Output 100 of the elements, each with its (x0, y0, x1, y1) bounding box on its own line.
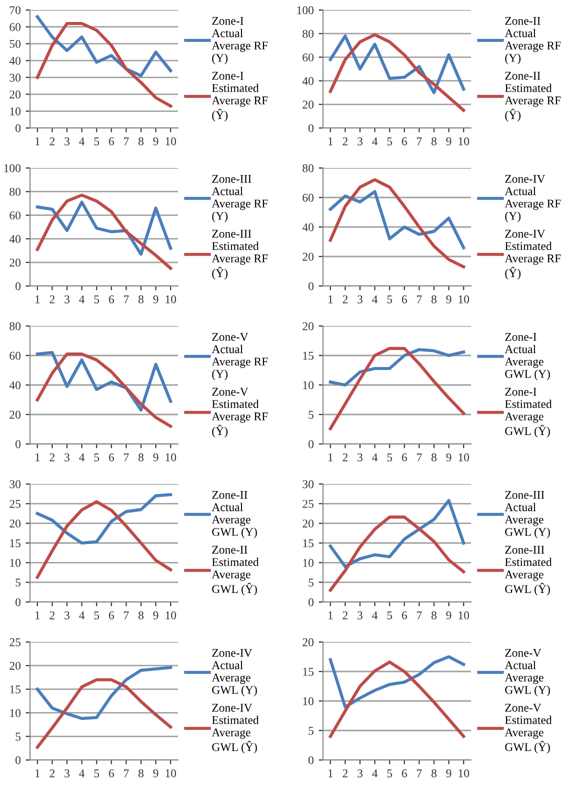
x-tick-label: 2 (342, 295, 348, 304)
line-series (328, 655, 466, 708)
y-tick-label: 80 (10, 322, 21, 330)
x-tick-label: 10 (166, 295, 176, 304)
x-tick-label: 6 (108, 611, 114, 620)
x-tick-label: 6 (108, 769, 114, 778)
y-tick-label: 40 (9, 235, 21, 244)
text: Zone-III Actual Average GWL (Y) (504, 491, 550, 538)
x-tick-label: 5 (387, 453, 392, 462)
x-tick-label: 6 (402, 295, 407, 304)
line-series (36, 352, 172, 428)
y-tick-label: 0 (16, 756, 21, 764)
y-tick-label: 60 (10, 23, 21, 32)
y-tick-label: 20 (10, 662, 21, 670)
y-tick-label: 40 (302, 77, 314, 86)
x-tick-label: 6 (402, 453, 407, 462)
x-tick-label: 5 (94, 295, 100, 304)
text: Zone-V Actual Average RF (Y) (212, 333, 268, 380)
y-tick-label: 100 (297, 6, 314, 14)
y-tick-label: 15 (303, 539, 314, 548)
line-series (36, 15, 172, 78)
y-tick-label: 10 (303, 381, 314, 390)
y-tick-label: 80 (302, 164, 314, 172)
y-tick-label: 40 (302, 223, 314, 232)
x-tick-label: 10 (458, 769, 470, 778)
line-series (36, 500, 172, 579)
legend-label: Zone-I Actual Average RF (Y) (212, 17, 268, 64)
x-tick-label: 2 (342, 769, 348, 778)
y-tick-label: 60 (302, 53, 314, 62)
y-tick-label: 10 (303, 558, 314, 567)
text: Zone-II Actual Average GWL (Y) (212, 491, 257, 538)
x-tick-label: 7 (417, 611, 422, 620)
x-tick-label: 10 (166, 137, 176, 146)
x-tick-label: 6 (108, 295, 114, 304)
y-tick-label: 15 (10, 539, 21, 548)
legend-label: Zone-V Estimated Average RF (Ŷ) (212, 388, 268, 438)
x-tick-label: 2 (50, 295, 54, 304)
x-tick-label: 5 (387, 137, 392, 146)
x-tick-label: 6 (402, 137, 407, 146)
y-tick-label: 0 (16, 124, 21, 132)
y-tick-label: 0 (16, 598, 21, 606)
x-tick-label: 1 (35, 453, 40, 462)
x-tick-label: 8 (138, 611, 144, 620)
x-tick-label: 10 (458, 611, 470, 620)
x-tick-label: 4 (372, 295, 378, 304)
x-tick-label: 9 (446, 611, 452, 620)
y-tick-label: 20 (10, 258, 21, 267)
y-tick-label: 20 (302, 322, 314, 330)
y-tick-label: 25 (302, 500, 314, 508)
y-tick-label: 20 (10, 410, 21, 419)
x-tick-label: 2 (342, 611, 348, 620)
y-tick-label: 20 (10, 520, 21, 528)
x-tick-label: 6 (108, 137, 114, 146)
y-tick-label: 30 (10, 74, 21, 82)
x-tick-label: 9 (446, 769, 452, 778)
y-tick-label: 25 (10, 638, 21, 646)
x-tick-label: 8 (138, 769, 144, 778)
y-tick-label: 50 (10, 40, 21, 48)
y-tick-label: 10 (303, 697, 314, 706)
y-tick-label: 10 (10, 107, 21, 116)
y-tick-label: 20 (10, 90, 21, 98)
x-tick-label: 3 (358, 611, 362, 620)
x-tick-label: 7 (124, 453, 129, 462)
y-tick-label: 15 (10, 686, 21, 694)
x-tick-label: 5 (94, 137, 100, 146)
x-tick-label: 9 (153, 769, 158, 778)
y-tick-label: 70 (10, 6, 21, 14)
text: Zone-III Actual Average RF (Y) (212, 175, 268, 222)
x-tick-label: 5 (387, 769, 392, 778)
x-tick-label: 3 (64, 137, 70, 146)
x-tick-label: 4 (372, 611, 378, 620)
y-tick-label: 5 (16, 732, 21, 741)
line-series (328, 348, 466, 387)
x-tick-label: 4 (79, 453, 85, 462)
x-tick-label: 2 (50, 137, 54, 146)
x-tick-label: 8 (432, 453, 436, 462)
x-tick-label: 5 (94, 769, 100, 778)
x-tick-label: 1 (35, 611, 40, 620)
x-tick-label: 3 (64, 769, 70, 778)
legend-label: Zone-II Actual Average RF (Y) (504, 17, 561, 64)
x-tick-label: 9 (446, 137, 452, 146)
y-tick-label: 20 (302, 638, 314, 646)
line-series (36, 22, 172, 108)
line-series (328, 498, 466, 568)
x-tick-label: 2 (50, 611, 54, 620)
legend-label: Zone-III Estimated Average GWL (Ŷ) (504, 546, 552, 596)
x-tick-label: 1 (328, 453, 333, 462)
line-series (36, 678, 172, 749)
x-tick-label: 6 (402, 769, 407, 778)
x-tick-label: 7 (124, 295, 129, 304)
y-tick-label: 0 (308, 282, 314, 290)
x-tick-label: 3 (358, 769, 362, 778)
y-tick-label: 0 (308, 124, 314, 132)
y-tick-label: 15 (303, 668, 314, 676)
x-tick-label: 10 (166, 453, 176, 462)
x-tick-label: 5 (387, 611, 392, 620)
y-tick-label: 60 (10, 211, 21, 220)
y-tick-label: 20 (302, 520, 314, 528)
x-tick-label: 3 (358, 453, 362, 462)
x-tick-label: 8 (138, 137, 144, 146)
